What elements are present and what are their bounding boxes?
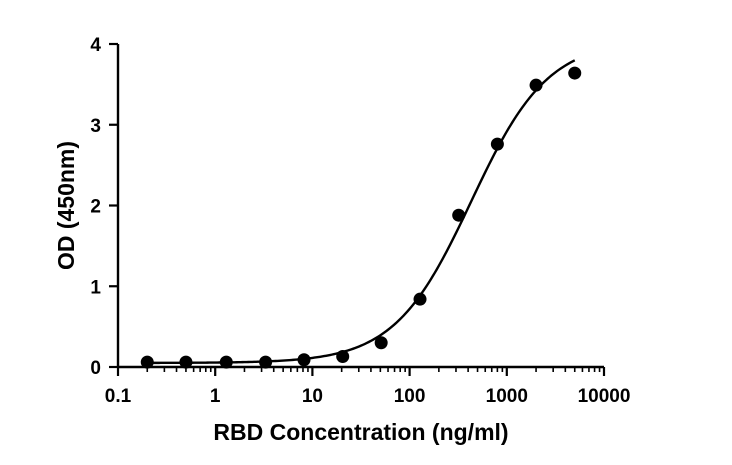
data-point — [490, 137, 504, 151]
data-point — [413, 292, 427, 306]
data-point — [297, 353, 311, 367]
fit-curve-group — [147, 59, 576, 365]
y-tick-label: 1 — [90, 277, 101, 298]
x-tick-label: 1 — [210, 386, 221, 407]
data-point — [179, 355, 193, 369]
x-axis-title: RBD Concentration (ng/ml) — [213, 419, 508, 445]
data-point — [336, 350, 350, 364]
data-point — [529, 78, 543, 92]
y-ticks: 0 1 2 3 4 — [90, 35, 118, 379]
data-point — [219, 355, 233, 369]
data-point — [568, 66, 582, 80]
y-tick-label: 3 — [90, 116, 101, 137]
data-point — [259, 355, 273, 369]
y-tick-label: 4 — [90, 35, 101, 56]
x-tick-label: 10000 — [578, 386, 631, 407]
data-points — [140, 66, 582, 369]
data-point — [374, 336, 388, 350]
x-tick-label: 10 — [302, 386, 323, 407]
y-tick-label: 2 — [90, 197, 101, 218]
fit-curve — [147, 59, 576, 365]
x-ticks: 0.1 1 10 100 1000 10000 — [105, 367, 631, 407]
x-tick-label: 1000 — [486, 386, 528, 407]
y-axis-title: OD (450nm) — [53, 141, 79, 270]
x-tick-label: 100 — [394, 386, 426, 407]
x-tick-label: 0.1 — [105, 386, 132, 407]
data-point — [452, 208, 466, 222]
y-tick-label: 0 — [90, 358, 101, 379]
data-point — [140, 355, 154, 369]
